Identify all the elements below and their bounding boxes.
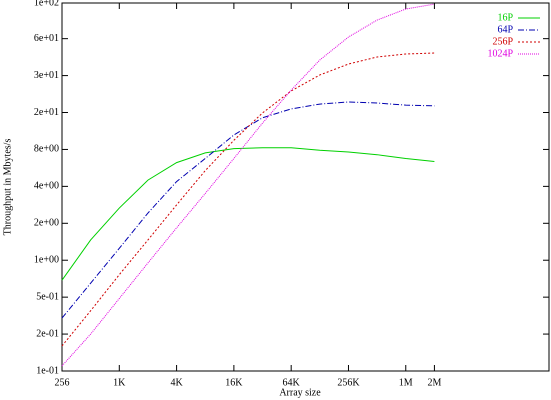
y-tick-label: 8e+00 [34,144,59,155]
x-tick-label: 256K [337,377,360,388]
x-tick-label: 1K [113,377,126,388]
x-tick-label: 1M [399,377,413,388]
legend-label: 64P [497,24,513,35]
y-tick-label: 6e+01 [34,33,59,44]
x-tick-label: 64K [283,377,301,388]
series-line [61,147,435,281]
series-line [61,3,435,367]
x-tick-label: 256 [55,377,70,388]
legend-label: 16P [497,12,513,23]
x-tick-label: 16K [225,377,243,388]
y-tick-label: 5e-01 [36,291,59,302]
y-tick-label: 4e+00 [34,181,59,192]
y-tick-label: 2e-01 [36,328,59,339]
legend-label: 256P [492,36,513,47]
y-tick-label: 1e+00 [34,255,59,266]
y-tick-label: 2e+01 [34,107,59,118]
y-axis-label: Throughput in Mbytes/s [2,139,13,236]
y-tick-label: 3e+01 [34,70,59,81]
y-tick-label: 1e-01 [36,365,59,376]
series-line [61,52,435,347]
x-axis-label: Array size [279,387,321,398]
y-tick-label: 1e+02 [34,0,59,8]
y-tick-label: 2e+00 [34,218,59,229]
plot-frame [61,2,550,372]
x-tick-label: 4K [170,377,183,388]
x-tick-label: 2M [427,377,441,388]
legend-label: 1024P [487,48,513,59]
